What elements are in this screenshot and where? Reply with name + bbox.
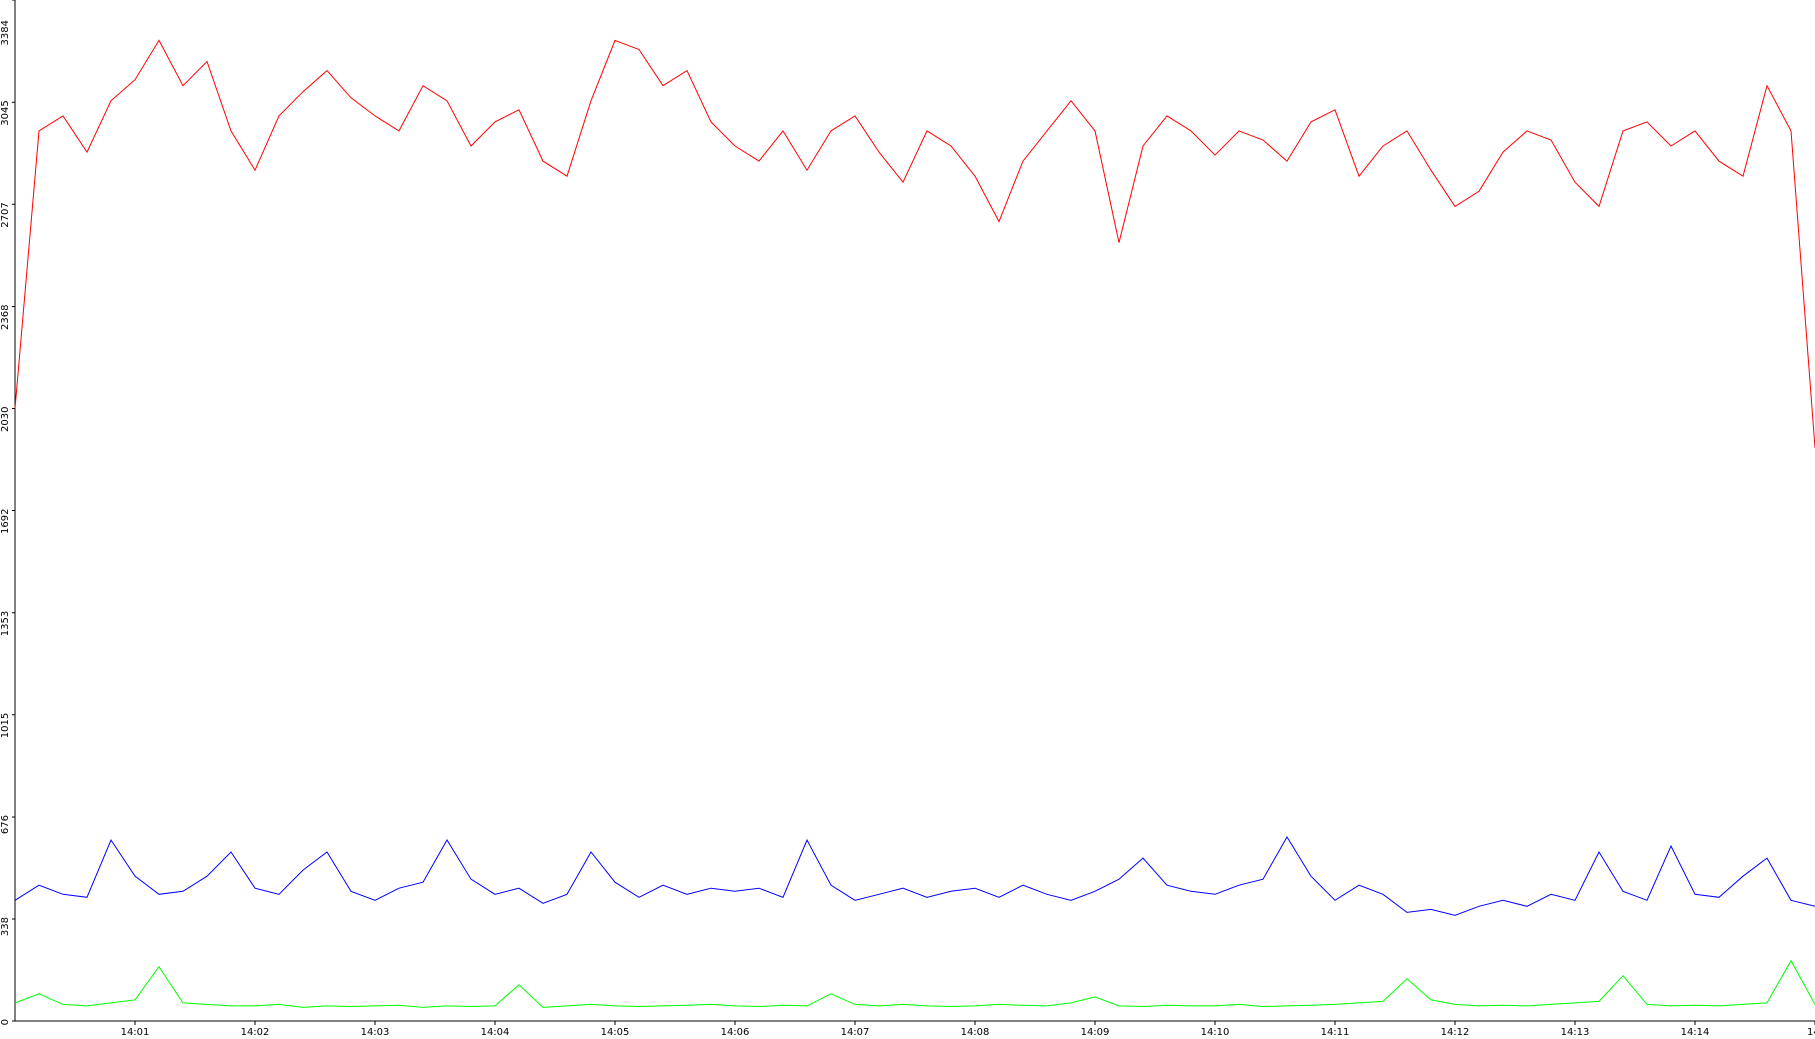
y-tick-label: 1015 <box>0 713 11 738</box>
y-tick-label: 1692 <box>0 509 11 534</box>
y-tick-label: 0 <box>0 1019 11 1025</box>
x-tick-label: 14:08 <box>961 1027 990 1038</box>
x-tick-label: 14:11 <box>1321 1027 1350 1038</box>
series-line <box>14 836 1815 916</box>
x-tick-label: 14:05 <box>601 1027 630 1038</box>
y-tick-label: 2030 <box>0 407 11 432</box>
x-tick-label: 14:13 <box>1561 1027 1590 1038</box>
series-line <box>14 959 1815 1008</box>
y-tick-label: 2368 <box>0 305 11 330</box>
y-tick-label: 3045 <box>0 100 11 125</box>
x-tick-label: 14:01 <box>121 1027 150 1038</box>
series-line <box>14 39 1815 448</box>
x-tick-label: 14:10 <box>1201 1027 1230 1038</box>
y-tick-label: 676 <box>0 815 11 834</box>
y-tick-label: 338 <box>0 917 11 936</box>
y-tick-label: 2707 <box>0 202 11 227</box>
x-tick-label: 14: <box>1807 1027 1815 1038</box>
x-tick-label: 14:07 <box>841 1027 870 1038</box>
x-tick-label: 14:14 <box>1681 1027 1710 1038</box>
x-tick-label: 14:04 <box>481 1027 510 1038</box>
x-tick-label: 14:06 <box>721 1027 750 1038</box>
y-tick-label: 3384 <box>0 20 11 45</box>
x-tick-label: 14:09 <box>1081 1027 1110 1038</box>
x-tick-label: 14:12 <box>1441 1027 1470 1038</box>
x-tick-label: 14:03 <box>361 1027 390 1038</box>
y-tick-label: 1353 <box>0 611 11 636</box>
x-tick-label: 14:02 <box>241 1027 270 1038</box>
